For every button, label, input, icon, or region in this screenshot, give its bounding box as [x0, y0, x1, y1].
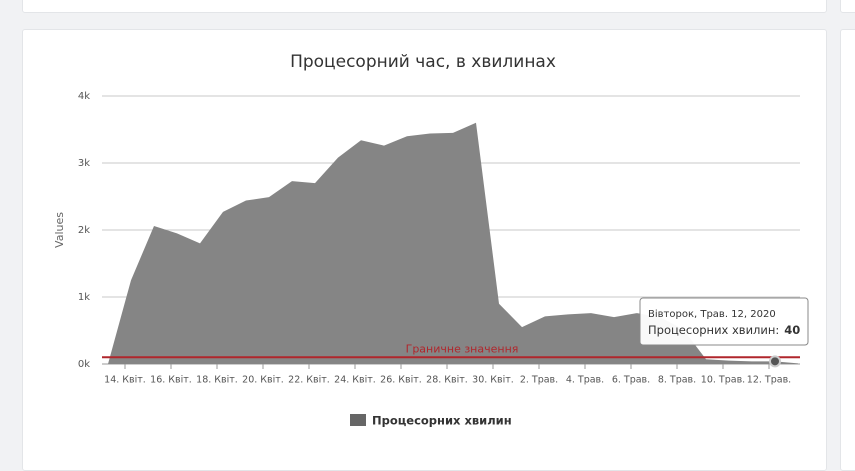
tooltip-box [639, 297, 809, 346]
y-tick-label: 1k [78, 292, 90, 303]
x-tick-label: 30. Квіт. [472, 375, 514, 386]
x-tick-label: 6. Трав. [612, 375, 650, 386]
legend-label: Процесорних хвилин [372, 414, 512, 428]
chart: Процесорний час, в хвилинах Values 0k 1k 2… [53, 52, 809, 428]
x-tick-label: 24. Квіт. [334, 375, 376, 386]
area [108, 122, 798, 364]
tooltip-label: Процесорних хвилин: [648, 323, 779, 337]
x-tick-label: 10. Трав. [701, 375, 745, 386]
x-tick-label: 12. Трав. [747, 375, 791, 386]
x-tick-label: 14. Квіт. [104, 375, 146, 386]
x-tick-label: 20. Квіт. [242, 375, 284, 386]
threshold-label: Граничне значення [406, 342, 519, 355]
x-tick-label: 2. Трав. [520, 375, 558, 386]
y-tick-label: 4k [78, 91, 90, 102]
tooltip-number: 40 [784, 323, 800, 337]
page: Процесорний час, в хвилинах Values 0k 1k 2… [22, 0, 855, 471]
legend-swatch [350, 414, 366, 426]
tooltip-date: Вівторок, Трав. 12, 2020 [648, 308, 776, 320]
x-tick-label: 4. Трав. [566, 375, 604, 386]
chart-title: Процесорний час, в хвилинах [290, 52, 556, 72]
tooltip-value: Процесорних хвилин: 40 [648, 323, 800, 337]
x-tick-label: 18. Квіт. [196, 375, 238, 386]
x-tick-label: 22. Квіт. [288, 375, 330, 386]
y-tick-label: 0k [78, 359, 90, 370]
top-card [22, 0, 827, 13]
x-tick-label: 28. Квіт. [426, 375, 468, 386]
hover-marker [769, 355, 781, 368]
x-tick-label: 26. Квіт. [380, 375, 422, 386]
x-tick-label: 16. Квіт. [150, 375, 192, 386]
x-tick-label: 8. Трав. [658, 375, 696, 386]
y-tick-label: 3k [78, 158, 90, 169]
y-tick-label: 2k [78, 225, 90, 236]
top-card-right [840, 0, 855, 13]
y-axis-title: Values [53, 212, 66, 248]
